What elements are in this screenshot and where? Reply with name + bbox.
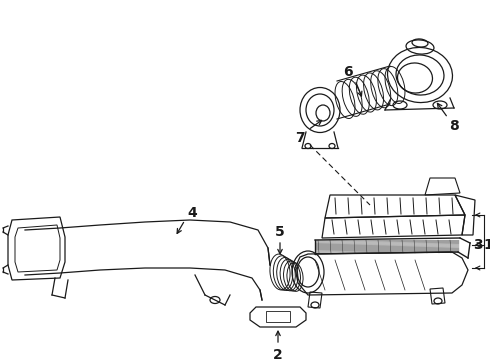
Text: 2: 2	[273, 348, 283, 360]
Text: 4: 4	[187, 206, 197, 220]
Text: 6: 6	[343, 65, 353, 79]
Text: 5: 5	[275, 225, 285, 239]
Text: 3: 3	[473, 238, 483, 252]
Text: 8: 8	[449, 119, 459, 133]
Text: 1: 1	[483, 238, 490, 252]
Text: 7: 7	[295, 131, 305, 145]
